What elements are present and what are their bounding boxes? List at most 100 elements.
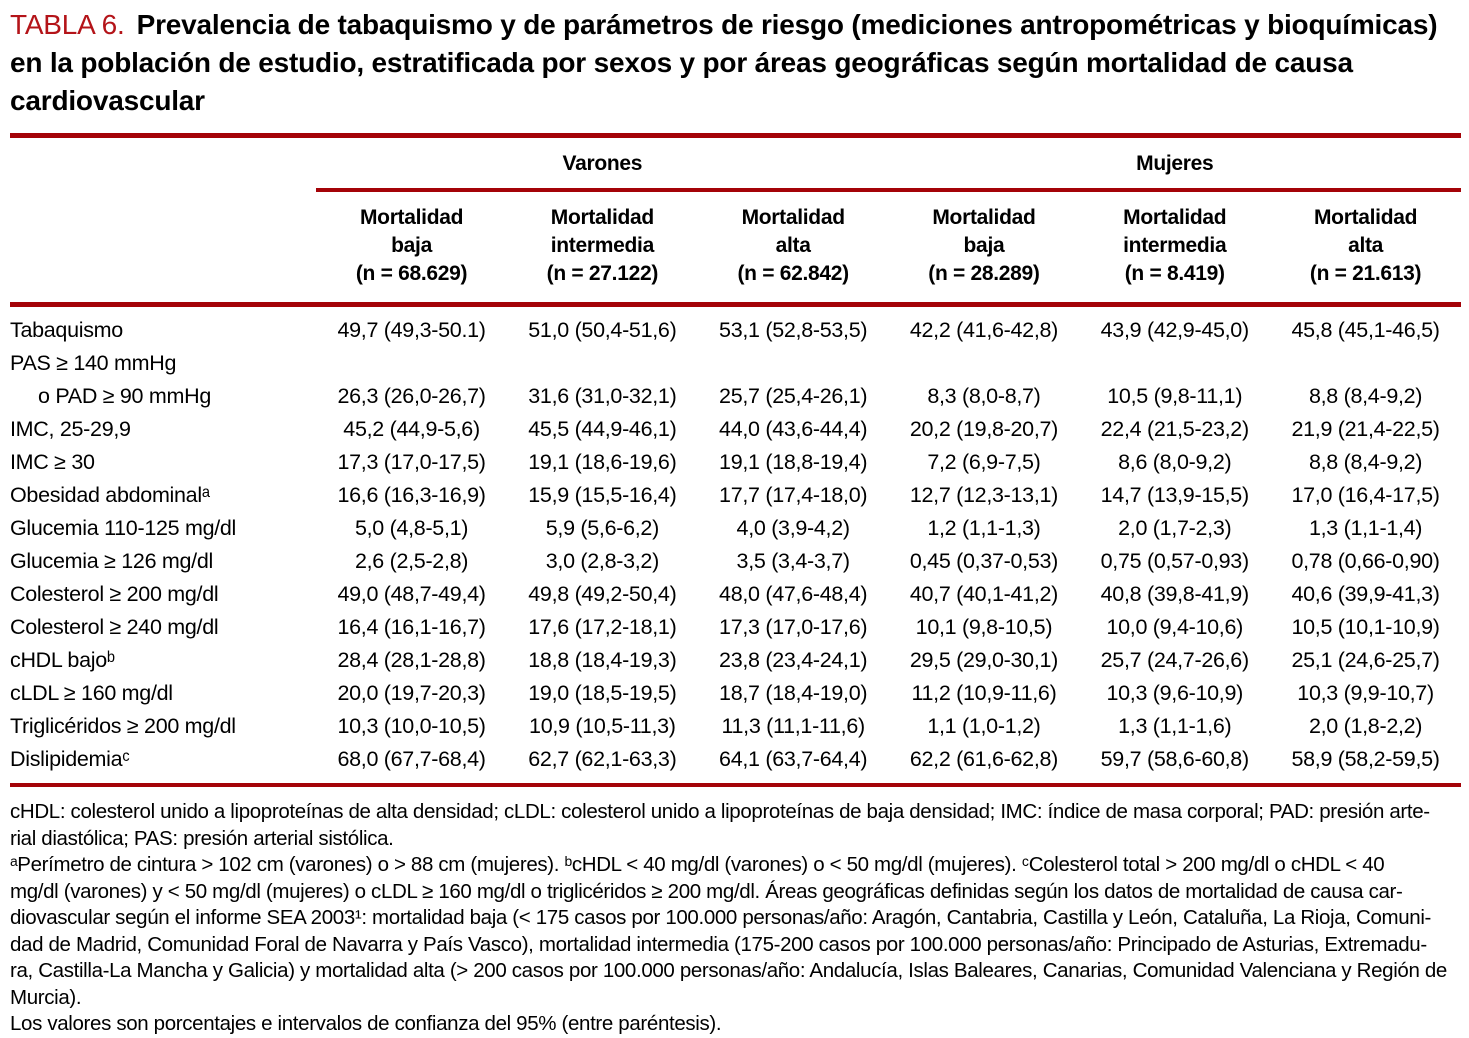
table-row: Dislipidemiaᶜ 68,0 (67,7-68,4) 62,7 (62,1-… [10, 743, 1461, 787]
footnote-line: rial diastólica; PAS: presión arterial s… [10, 826, 394, 850]
column-header-2: Mortalidad intermedia (n = 27.122) [506, 190, 698, 307]
column-header-6: Mortalidad alta (n = 21.613) [1270, 190, 1461, 307]
cell-value: 18,7 (18,4-19,0) [719, 681, 868, 705]
row-label: PAS ≥ 140 mmHg [10, 351, 177, 375]
footnote-line: mg/dl (varones) y < 50 mg/dl (mujeres) o… [10, 879, 1403, 903]
column-header-row: Mortalidad baja (n = 68.629) Mortalidad inte… [10, 190, 1461, 307]
column-header-line: Mortalidad [1313, 206, 1418, 229]
row-label: IMC, 25-29,9 [10, 417, 131, 441]
cell-value: 18,8 (18,4-19,3) [528, 648, 677, 672]
cell-value: 17,3 (17,0-17,5) [337, 450, 486, 474]
cell-value: 5,9 (5,6-6,2) [545, 516, 660, 540]
group-header-varones: Varones [316, 138, 889, 192]
footnotes: cHDL: colesterol unido a lipoproteínas d… [10, 799, 1461, 1038]
table-row: PAS ≥ 140 mmHg [10, 347, 1461, 380]
cell-value: 12,7 (12,3-13,1) [909, 483, 1059, 507]
cell-value: 48,0 (47,6-48,4) [719, 582, 868, 606]
title-rule-divider [10, 133, 1461, 138]
cell-value: 45,2 (44,9-5,6) [343, 417, 480, 441]
cell-value: 4,0 (3,9-4,2) [736, 516, 851, 540]
table-row: cHDL bajoᵇ 28,4 (28,1-28,8) 18,8 (18,4-19,… [10, 644, 1461, 677]
cell-value: 43,9 (42,9-45,0) [1100, 318, 1250, 342]
cell-value: 19,1 (18,8-19,4) [719, 450, 868, 474]
cell-value: 1,3 (1,1-1,6) [1118, 714, 1232, 738]
cell-value: 49,7 (49,3-50.1) [337, 318, 486, 342]
row-label: Glucemia ≥ 126 mg/dl [10, 549, 213, 573]
cell-value: 62,2 (61,6-62,8) [888, 743, 1080, 787]
table-row: Glucemia ≥ 126 mg/dl 2,6 (2,5-2,8) 3,0 (2,… [10, 545, 1461, 578]
cell-value: 10,3 (9,9-10,7) [1297, 681, 1434, 705]
table-row: IMC ≥ 30 17,3 (17,0-17,5) 19,1 (18,6-19,6)… [10, 446, 1461, 479]
table-row: Colesterol ≥ 200 mg/dl 49,0 (48,7-49,4) 49… [10, 578, 1461, 611]
row-label: cHDL bajoᵇ [10, 648, 115, 672]
cell-value: 7,2 (6,9-7,5) [927, 450, 1041, 474]
column-header-line: Mortalidad [359, 206, 464, 229]
column-header-line: (n = 28.289) [928, 262, 1040, 285]
table-row: Colesterol ≥ 240 mg/dl 16,4 (16,1-16,7) 17… [10, 611, 1461, 644]
cell-value: 1,3 (1,1-1,4) [1308, 516, 1423, 540]
column-header-line: Mortalidad [550, 206, 654, 229]
group-header-mujeres: Mujeres [888, 138, 1461, 192]
cell-value: 20,0 (19,7-20,3) [337, 681, 486, 705]
column-header-5: Mortalidad intermedia (n = 8.419) [1079, 190, 1271, 307]
cell-value: 64,1 (63,7-64,4) [697, 743, 889, 787]
column-header-4: Mortalidad baja (n = 28.289) [888, 190, 1080, 307]
cell-value: 68,0 (67,7-68,4) [316, 743, 507, 787]
cell-value: 19,0 (18,5-19,5) [528, 681, 677, 705]
footnote-line: diovascular según el informe SEA 2003¹: … [10, 906, 1432, 929]
row-label: o PAD ≥ 90 mmHg [38, 384, 211, 408]
cell-value: 3,5 (3,4-3,7) [736, 549, 851, 573]
table-body: Tabaquismo 49,7 (49,3-50.1) 51,0 (50,4-51,… [10, 305, 1461, 787]
column-header-1: Mortalidad baja (n = 68.629) [316, 190, 507, 307]
cell-value: 2,0 (1,8-2,2) [1308, 714, 1423, 738]
table-head: Varones Mujeres Mortalidad baja (n = 68.62… [10, 138, 1461, 307]
row-label: Dislipidemiaᶜ [10, 743, 317, 787]
cell-value: 21,9 (21,4-22,5) [1291, 417, 1440, 441]
cell-value: 49,0 (48,7-49,4) [337, 582, 486, 606]
group-header-row: Varones Mujeres [10, 138, 1461, 192]
cell-value: 45,5 (44,9-46,1) [528, 417, 677, 441]
cell-value [698, 347, 889, 380]
table-row: o PAD ≥ 90 mmHg 26,3 (26,0-26,7) 31,6 (31,… [10, 380, 1461, 413]
cell-value: 17,3 (17,0-17,6) [719, 615, 868, 639]
column-header-line: (n = 27.122) [546, 262, 659, 285]
cell-value: 10,3 (9,6-10,9) [1106, 681, 1243, 705]
column-header-line: intermedia [1123, 234, 1227, 257]
corner-cell [10, 138, 316, 190]
footnote-line: Los valores son porcentajes e intervalos… [10, 1012, 722, 1035]
cell-value: 11,3 (11,1-11,6) [721, 714, 865, 738]
row-label: Obesidad abdominalᵃ [10, 483, 210, 507]
cell-value: 31,6 (31,0-32,1) [528, 384, 677, 408]
column-header-line: alta [775, 234, 811, 257]
cell-value: 25,7 (24,7-26,6) [1100, 648, 1250, 672]
cell-value: 5,0 (4,8-5,1) [354, 516, 469, 540]
row-label: Tabaquismo [10, 318, 123, 342]
cell-value: 62,7 (62,1-63,3) [506, 743, 698, 787]
cell-value: 42,2 (41,6-42,8) [909, 318, 1059, 342]
cell-value: 58,9 (58,2-59,5) [1270, 743, 1461, 787]
cell-value: 2,6 (2,5-2,8) [354, 549, 469, 573]
cell-value: 49,8 (49,2-50,4) [528, 582, 677, 606]
column-header-line: alta [1348, 234, 1384, 257]
cell-value: 8,6 (8,0-9,2) [1118, 450, 1232, 474]
row-label: IMC ≥ 30 [10, 450, 95, 474]
cell-value: 0,78 (0,66-0,90) [1291, 549, 1440, 573]
cell-value: 45,8 (45,1-46,5) [1291, 318, 1440, 342]
table-row: Obesidad abdominalᵃ 16,6 (16,3-16,9) 15,9 … [10, 479, 1461, 512]
footnote-line: dad de Madrid, Comunidad Foral de Navarr… [10, 932, 1427, 956]
column-header-line: baja [963, 234, 1005, 257]
cell-value: 0,45 (0,37-0,53) [909, 549, 1059, 573]
page-title: TABLA 6. Prevalencia de tabaquismo y de p… [10, 6, 1461, 120]
cell-value: 15,9 (15,5-16,4) [528, 483, 677, 507]
cell-value: 3,0 (2,8-3,2) [545, 549, 660, 573]
cell-value [889, 347, 1080, 380]
row-label: cLDL ≥ 160 mg/dl [10, 681, 173, 705]
footnote-line: Murcia). [10, 985, 82, 1009]
cell-value: 10,9 (10,5-11,3) [529, 714, 676, 738]
cell-value: 26,3 (26,0-26,7) [337, 384, 486, 408]
cell-value: 1,1 (1,0-1,2) [927, 714, 1041, 738]
cell-value [507, 347, 698, 380]
cell-value: 16,4 (16,1-16,7) [337, 615, 486, 639]
prevalence-table: Varones Mujeres Mortalidad baja (n = 68.62… [10, 138, 1461, 787]
